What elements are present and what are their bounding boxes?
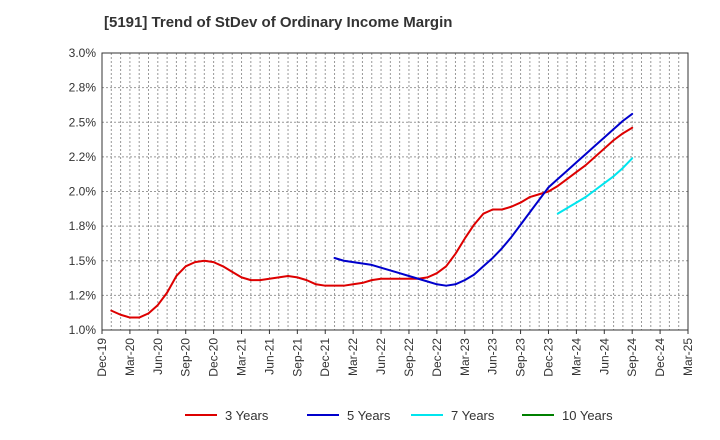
x-tick-label: Mar-23 bbox=[458, 338, 472, 376]
grid-lines bbox=[102, 52, 688, 330]
x-tick-label: Jun-22 bbox=[374, 338, 388, 375]
legend-label: 10 Years bbox=[562, 408, 613, 423]
x-tick-label: Dec-24 bbox=[653, 338, 667, 377]
series-lines bbox=[110, 112, 634, 319]
x-tick-label: Mar-25 bbox=[681, 338, 695, 376]
x-tick-label: Dec-22 bbox=[430, 338, 444, 377]
plot-frame bbox=[101, 52, 689, 331]
x-tick-label: Jun-23 bbox=[486, 338, 500, 375]
series-line-5-years bbox=[333, 112, 634, 287]
y-tick-label: 1.2% bbox=[69, 288, 97, 302]
x-tick-label: Sep-23 bbox=[514, 338, 528, 377]
legend-label: 5 Years bbox=[347, 408, 391, 423]
x-tick-label: Jun-20 bbox=[151, 338, 165, 375]
x-tick-label: Sep-22 bbox=[402, 338, 416, 377]
x-tick-label: Dec-21 bbox=[318, 338, 332, 377]
x-tick-label: Mar-24 bbox=[569, 338, 583, 376]
legend: 3 Years 5 Years 7 Years 10 Years bbox=[185, 408, 613, 423]
x-tick-label: Mar-21 bbox=[235, 338, 249, 376]
x-tick-label: Dec-20 bbox=[207, 338, 221, 377]
x-tick-label: Sep-21 bbox=[290, 338, 304, 377]
x-tick-label: Dec-19 bbox=[95, 338, 109, 377]
x-tick-label: Sep-20 bbox=[179, 338, 193, 377]
x-tick-label: Jun-21 bbox=[262, 338, 276, 375]
series-line-7-years bbox=[556, 157, 634, 215]
y-tick-label: 1.0% bbox=[69, 323, 97, 337]
y-tick-label: 2.2% bbox=[69, 150, 97, 164]
chart-title: [5191] Trend of StDev of Ordinary Income… bbox=[104, 14, 453, 31]
x-tick-label: Sep-24 bbox=[625, 338, 639, 377]
y-tick-label: 2.0% bbox=[69, 185, 97, 199]
x-tick-label: Mar-22 bbox=[346, 338, 360, 376]
axes: 1.0% 1.2% 1.5% 1.8% 2.0% 2.2% 2.5% 2.8% 3.0% Dec-… bbox=[69, 46, 695, 377]
x-tick-label: Dec-23 bbox=[541, 338, 555, 377]
legend-label: 7 Years bbox=[451, 408, 495, 423]
x-tick-label: Jun-24 bbox=[597, 338, 611, 375]
x-tick-label: Mar-20 bbox=[123, 338, 137, 376]
y-tick-label: 1.5% bbox=[69, 254, 97, 268]
y-tick-label: 2.8% bbox=[69, 81, 97, 95]
y-tick-label: 1.8% bbox=[69, 219, 97, 233]
y-tick-label: 2.5% bbox=[69, 115, 97, 129]
y-tick-label: 3.0% bbox=[69, 46, 97, 60]
legend-label: 3 Years bbox=[225, 408, 269, 423]
